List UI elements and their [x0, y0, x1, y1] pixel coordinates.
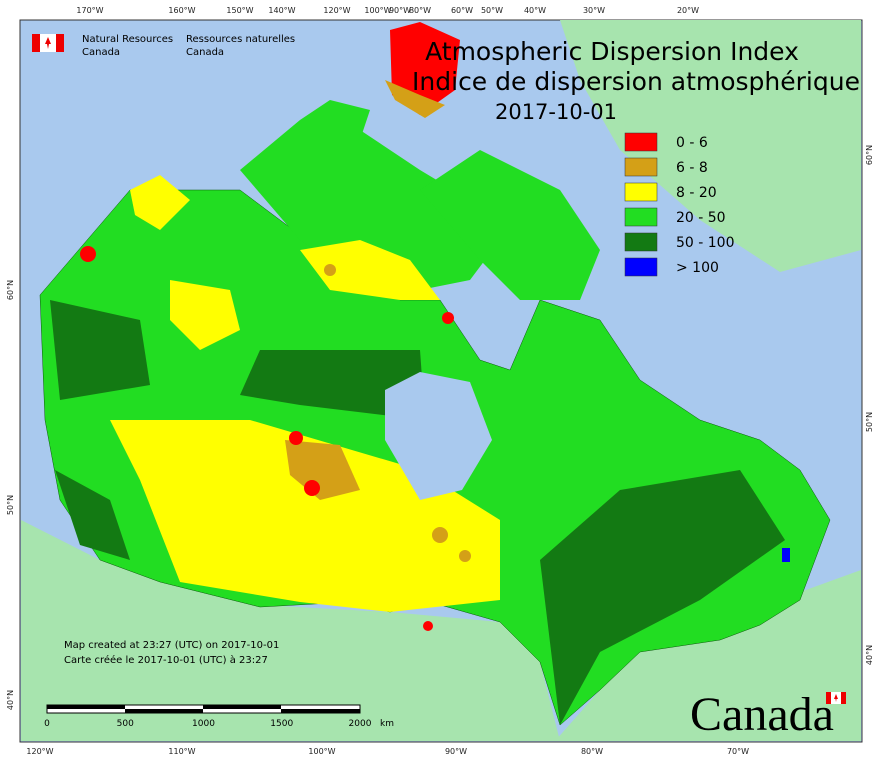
scale-unit: km — [380, 719, 394, 729]
longitude-label: 160°W — [168, 6, 195, 15]
yellow-area — [170, 280, 240, 350]
arctic-islands — [240, 120, 500, 290]
longitude-label: 40°W — [524, 6, 546, 15]
legend-swatch — [624, 157, 658, 177]
latitude-label: 60°N — [6, 280, 15, 300]
latitude-label: 40°N — [6, 690, 15, 710]
longitude-label: 90°W — [389, 6, 411, 15]
credit: Carte créée le 2017-10-01 (UTC) à 23:27 — [64, 654, 268, 666]
longitude-label: 110°W — [168, 747, 195, 756]
dark-green-area — [50, 300, 150, 400]
red-spot — [80, 246, 96, 262]
yellow-area — [300, 240, 440, 300]
island — [300, 100, 370, 145]
longitude-label: 90°W — [445, 747, 467, 756]
orange-area — [385, 80, 445, 118]
scale-segment — [203, 705, 281, 709]
red-spot — [289, 431, 303, 445]
scale-label: 2000 — [349, 719, 372, 729]
labels: Natural Resources Canada Ressources natu… — [32, 34, 860, 741]
legend-swatch — [624, 182, 658, 202]
usa-west — [21, 520, 560, 741]
legend-swatch — [624, 132, 658, 152]
longitude-label: 170°W — [76, 6, 103, 15]
longitude-label: 80°W — [409, 6, 431, 15]
flag-bar — [56, 34, 64, 52]
legend-label: 0 - 6 — [676, 135, 708, 151]
legend-label: 6 - 8 — [676, 160, 708, 176]
longitude-label: 100°W — [364, 6, 391, 15]
legend-label: > 100 — [676, 260, 719, 276]
hudson-bay — [385, 372, 492, 500]
legend-swatch — [624, 232, 658, 252]
legend-label: 20 - 50 — [676, 210, 726, 226]
longitude-label: 120°W — [26, 747, 53, 756]
dark-green-area — [55, 470, 130, 560]
scale-label: 1000 — [192, 719, 215, 729]
org-name: Ressources naturelles — [186, 34, 295, 45]
scale-label: 0 — [44, 719, 50, 729]
latitude-label: 60°N — [865, 145, 874, 165]
flag-bar — [32, 34, 40, 52]
scale-segment — [125, 709, 203, 713]
date: 2017-10-01 — [495, 100, 617, 124]
greenland — [560, 20, 861, 272]
orange-spot — [432, 527, 448, 543]
wordmark-flag — [826, 692, 846, 704]
credit: Map created at 23:27 (UTC) on 2017-10-01 — [64, 640, 279, 651]
legend-label: 8 - 20 — [676, 185, 717, 201]
dark-green-area — [240, 350, 425, 420]
orange-spot — [324, 264, 336, 276]
longitude-label: 50°W — [481, 6, 503, 15]
legend-swatch — [624, 207, 658, 227]
maple-leaf — [45, 37, 51, 49]
orange-spot — [459, 550, 471, 562]
longitude-label: 150°W — [226, 6, 253, 15]
org-name: Canada — [82, 47, 120, 58]
longitude-label: 30°W — [583, 6, 605, 15]
scale-label: 500 — [117, 719, 134, 729]
legend-label: 50 - 100 — [676, 235, 735, 251]
orange-area — [285, 440, 360, 500]
flag-bar — [826, 692, 831, 704]
red-spot — [304, 480, 320, 496]
legend-swatch — [624, 257, 658, 277]
red-spot — [423, 621, 433, 631]
yellow-area — [130, 175, 190, 230]
baffin-island — [420, 150, 600, 300]
blue-spot — [782, 548, 790, 562]
red-spot — [442, 312, 454, 324]
org-name: Canada — [186, 47, 224, 58]
maple-leaf — [834, 694, 838, 702]
latitude-label: 50°N — [6, 495, 15, 515]
flag-bar — [841, 692, 846, 704]
longitude-label: 100°W — [308, 747, 335, 756]
title: Atmospheric Dispersion Index — [425, 37, 799, 66]
org-name: Natural Resources — [82, 34, 173, 45]
latitude-label: 50°N — [865, 412, 874, 432]
land — [21, 20, 861, 741]
longitude-label: 140°W — [268, 6, 295, 15]
scale-segment — [281, 709, 360, 713]
scale-segment — [47, 705, 125, 709]
longitude-label: 60°W — [451, 6, 473, 15]
title: Indice de dispersion atmosphérique — [412, 67, 860, 96]
wordmark: Canada — [690, 688, 834, 741]
longitude-label: 120°W — [323, 6, 350, 15]
latitude-label: 40°N — [865, 645, 874, 665]
usa-east — [555, 570, 861, 741]
longitude-label: 20°W — [677, 6, 699, 15]
scale-bar — [46, 704, 361, 714]
dark-green-area — [540, 470, 785, 725]
longitude-label: 80°W — [581, 747, 603, 756]
scale-label: 1500 — [270, 719, 293, 729]
longitude-label: 70°W — [727, 747, 749, 756]
nrcan-logo — [32, 34, 64, 52]
